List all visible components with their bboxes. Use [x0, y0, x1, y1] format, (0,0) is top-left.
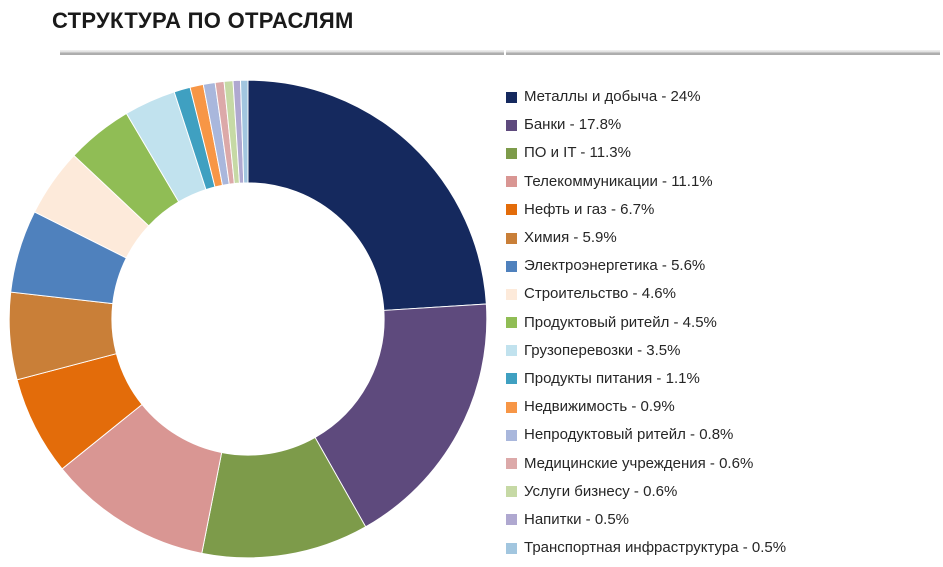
legend-swatch — [506, 486, 517, 498]
legend-item: Грузоперевозки - 3.5% — [506, 337, 786, 365]
donut-slice — [314, 303, 488, 528]
legend-swatch — [506, 232, 517, 244]
legend-swatch — [506, 514, 517, 526]
legend-item: Нефть и газ - 6.7% — [506, 196, 786, 224]
title-divider-left — [60, 50, 504, 55]
legend-label: Банки - 17.8% — [524, 116, 622, 134]
legend-swatch — [506, 119, 517, 131]
legend-label: Услуги бизнесу - 0.6% — [524, 482, 678, 500]
donut-chart — [8, 79, 488, 559]
legend-swatch — [506, 401, 517, 413]
legend-item: Банки - 17.8% — [506, 111, 786, 139]
legend-label: Нефть и газ - 6.7% — [524, 200, 655, 218]
legend-swatch — [506, 345, 517, 357]
legend-label: Недвижимость - 0.9% — [524, 398, 675, 416]
chart-legend: Металлы и добыча - 24% Банки - 17.8% ПО и … — [506, 83, 786, 562]
legend-swatch — [506, 288, 517, 300]
legend-item: Химия - 5.9% — [506, 224, 786, 252]
legend-item: Недвижимость - 0.9% — [506, 393, 786, 421]
legend-swatch — [506, 317, 517, 329]
legend-label: Напитки - 0.5% — [524, 510, 630, 528]
legend-swatch — [506, 373, 517, 385]
legend-item: ПО и IT - 11.3% — [506, 139, 786, 167]
legend-label: ПО и IT - 11.3% — [524, 144, 631, 162]
legend-swatch — [506, 176, 517, 188]
legend-label: Телекоммуникации - 11.1% — [524, 172, 713, 190]
legend-item: Продуктовый ритейл - 4.5% — [506, 309, 786, 337]
legend-swatch — [506, 260, 517, 272]
legend-label: Продуктовый ритейл - 4.5% — [524, 313, 717, 331]
legend-swatch — [506, 147, 517, 159]
legend-item: Медицинские учреждения - 0.6% — [506, 449, 786, 477]
legend-item: Телекоммуникации - 11.1% — [506, 168, 786, 196]
legend-swatch — [506, 91, 517, 103]
legend-swatch — [506, 542, 517, 554]
legend-swatch — [506, 204, 517, 216]
legend-label: Непродуктовый ритейл - 0.8% — [524, 426, 734, 444]
legend-label: Металлы и добыча - 24% — [524, 88, 701, 106]
legend-label: Транспортная инфраструктура - 0.5% — [524, 539, 787, 557]
donut-slice — [247, 79, 487, 311]
legend-item: Транспортная инфраструктура - 0.5% — [506, 534, 786, 562]
legend-item: Электроэнергетика - 5.6% — [506, 252, 786, 280]
legend-item: Строительство - 4.6% — [506, 280, 786, 308]
legend-item: Продукты питания - 1.1% — [506, 365, 786, 393]
legend-item: Металлы и добыча - 24% — [506, 83, 786, 111]
donut-slice — [240, 79, 249, 184]
legend-item: Услуги бизнесу - 0.6% — [506, 478, 786, 506]
legend-label: Строительство - 4.6% — [524, 285, 676, 303]
legend-swatch — [506, 458, 517, 470]
legend-label: Грузоперевозки - 3.5% — [524, 341, 681, 359]
legend-item: Непродуктовый ритейл - 0.8% — [506, 421, 786, 449]
legend-label: Электроэнергетика - 5.6% — [524, 257, 706, 275]
page-title: СТРУКТУРА ПО ОТРАСЛЯМ — [52, 8, 354, 33]
legend-swatch — [506, 429, 517, 441]
legend-item: Напитки - 0.5% — [506, 506, 786, 534]
legend-label: Продукты питания - 1.1% — [524, 369, 700, 387]
title-divider-right — [506, 50, 940, 55]
legend-label: Медицинские учреждения - 0.6% — [524, 454, 754, 472]
legend-label: Химия - 5.9% — [524, 229, 617, 247]
